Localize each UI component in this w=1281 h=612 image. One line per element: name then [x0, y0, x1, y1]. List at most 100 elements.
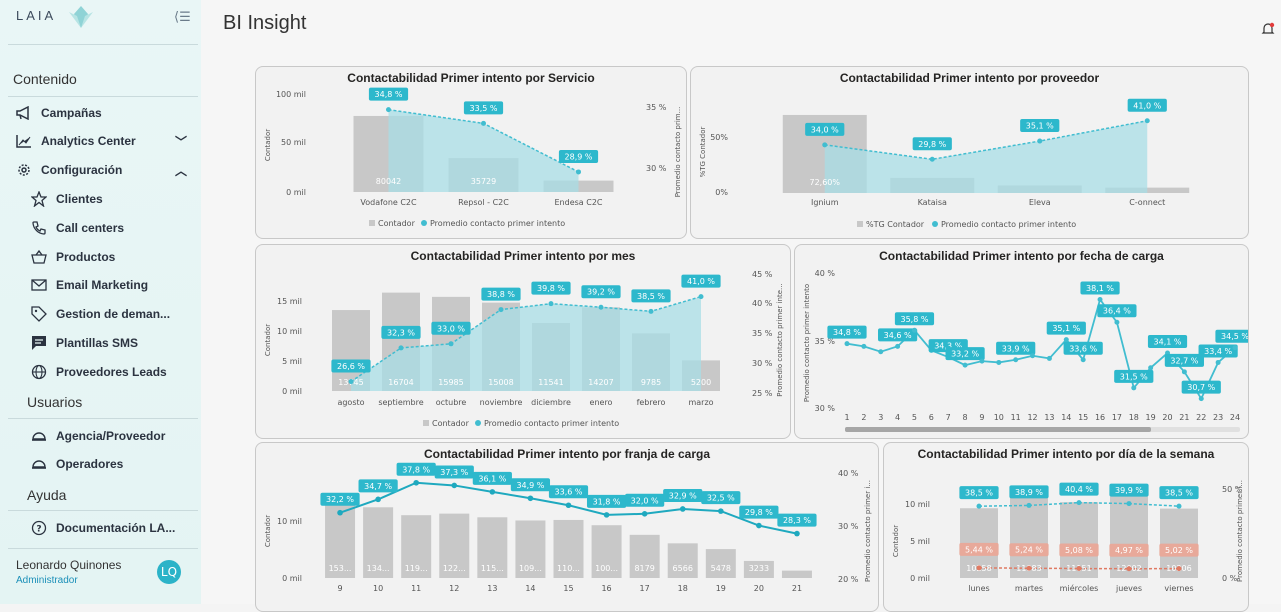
nav-analytics-center[interactable]: Analytics Center ﹀ — [15, 132, 195, 150]
data-label: 31,8 % — [593, 497, 621, 506]
line-point — [576, 169, 581, 175]
data-label-bg — [878, 328, 918, 342]
nav-clientes[interactable]: Clientes — [30, 190, 195, 208]
helmet-icon — [30, 427, 48, 445]
bar — [629, 534, 660, 578]
data-label-bg — [996, 341, 1036, 355]
x-tick-label: 19 — [716, 584, 726, 593]
bar — [477, 517, 508, 578]
bar-label: 72,60% — [809, 178, 840, 187]
bar-label: 8179 — [634, 564, 654, 573]
nav-label: Documentación LA... — [56, 521, 176, 535]
line-point — [976, 503, 982, 509]
avatar[interactable]: LQ — [157, 560, 181, 584]
line-point — [878, 349, 884, 355]
nav-gestion-demanda[interactable]: Gestion de deman... — [30, 305, 195, 323]
data-label: 33,9 % — [1002, 344, 1030, 353]
y2-tick-label: 25 % — [752, 389, 773, 398]
legend-swatch — [932, 221, 938, 227]
line-point — [1148, 365, 1154, 371]
chevron-down-icon[interactable]: ﹀ — [174, 134, 187, 149]
y-tick-label: 0% — [715, 188, 728, 197]
line-point — [1198, 396, 1204, 402]
nav-configuracion[interactable]: Configuración ︿ — [15, 161, 195, 179]
line-point — [1232, 345, 1238, 351]
line-point — [1176, 503, 1182, 509]
y2-axis-label: Promedio contacto primer inte... — [776, 283, 784, 396]
nav-operadores[interactable]: Operadores — [30, 455, 195, 473]
nav-agencia-proveedor[interactable]: Agencia/Proveedor — [30, 427, 195, 445]
nav-call-centers[interactable]: Call centers — [30, 219, 195, 237]
x-tick-label: Eleva — [1029, 198, 1051, 207]
x-tick-label: 9 — [979, 413, 984, 422]
data-label: 32,7 % — [1170, 356, 1198, 365]
y2-tick-label: 40 % — [838, 469, 859, 478]
nav-proveedores-leads[interactable]: Proveedores Leads — [30, 363, 195, 381]
bar-label: 115... — [481, 564, 504, 573]
chart-card-dia[interactable]: Contactabilidad Primer intento por día d… — [883, 442, 1249, 612]
data-label-bg — [959, 542, 999, 556]
chevron-up-icon[interactable]: ︿ — [174, 163, 187, 178]
chart-card-servicio[interactable]: Contactabilidad Primer intento por Servi… — [255, 66, 687, 239]
data-label-bg — [396, 462, 436, 476]
notification-bell-icon[interactable] — [1261, 22, 1275, 36]
x-tick-label: 23 — [1213, 413, 1223, 422]
collapse-sidebar-icon[interactable]: ⟨☰ — [174, 10, 191, 25]
y-tick-label: 50% — [710, 133, 728, 142]
line-point — [481, 120, 486, 126]
section-contenido: Contenido — [13, 71, 77, 87]
data-label: 34,8 % — [833, 328, 861, 337]
nav-label: Analytics Center — [41, 134, 136, 148]
data-label-bg — [1109, 543, 1149, 557]
data-label: 5,44 % — [965, 545, 993, 554]
data-label: 28,9 % — [565, 152, 593, 161]
x-tick-label: 8 — [963, 413, 968, 422]
data-label-bg — [827, 325, 867, 339]
divider — [8, 418, 198, 419]
data-label-bg — [625, 493, 665, 507]
legend-swatch — [475, 420, 481, 426]
x-tick-label: 15 — [563, 584, 573, 593]
data-label-bg — [472, 471, 512, 485]
nav-campanas[interactable]: Campañas — [15, 104, 195, 122]
x-tick-label: 19 — [1146, 413, 1156, 422]
data-label: 32,2 % — [326, 495, 354, 504]
data-label-bg — [481, 287, 521, 301]
nav-documentacion[interactable]: ? Documentación LA... — [30, 519, 195, 537]
nav-email-marketing[interactable]: Email Marketing — [30, 276, 195, 294]
chart-card-franja[interactable]: Contactabilidad Primer intento por franj… — [255, 442, 879, 612]
nav-productos[interactable]: Productos — [30, 248, 195, 266]
data-label-bg — [681, 274, 721, 288]
data-label: 32,3 % — [387, 328, 415, 337]
y-tick-label: 10 mil — [905, 500, 930, 509]
chart-card-mes[interactable]: Contactabilidad Primer intento por mes 15… — [255, 244, 791, 439]
chart-card-fecha[interactable]: Contactabilidad Primer intento por fecha… — [794, 244, 1249, 439]
data-label: 32,5 % — [707, 494, 735, 503]
data-label: 4,97 % — [1115, 546, 1143, 555]
data-label: 34,0 % — [811, 125, 839, 134]
line-point — [979, 358, 985, 364]
series-line — [350, 295, 702, 383]
sms-icon — [30, 334, 48, 352]
y-tick-label: 30 % — [815, 404, 836, 413]
y2-tick-label: 20 % — [838, 575, 859, 584]
data-label: 38,1 % — [1086, 284, 1114, 293]
y-tick-label: 100 mil — [276, 90, 306, 99]
data-label-bg — [431, 321, 471, 335]
bar-label: 134... — [367, 564, 390, 573]
x-tick-label: 18 — [678, 584, 688, 593]
x-tick-label: 10 — [994, 413, 1004, 422]
nav-plantillas-sms[interactable]: Plantillas SMS — [30, 334, 195, 352]
chart-card-proveedor[interactable]: Contactabilidad Primer intento por prove… — [690, 66, 1249, 239]
data-label: 26,6 % — [337, 362, 365, 371]
data-label-bg — [1127, 98, 1167, 112]
y2-tick-label: 30 % — [646, 164, 667, 173]
x-tick-label: 9 — [337, 584, 342, 593]
data-label-bg — [1020, 119, 1060, 133]
data-label: 37,3 % — [440, 468, 468, 477]
chart-title: Contactabilidad Primer intento por mes — [410, 249, 636, 263]
bar-label: 119... — [405, 564, 428, 573]
line-point — [1144, 118, 1150, 124]
nav-label: Clientes — [56, 192, 103, 206]
nav-label: Plantillas SMS — [56, 336, 139, 350]
